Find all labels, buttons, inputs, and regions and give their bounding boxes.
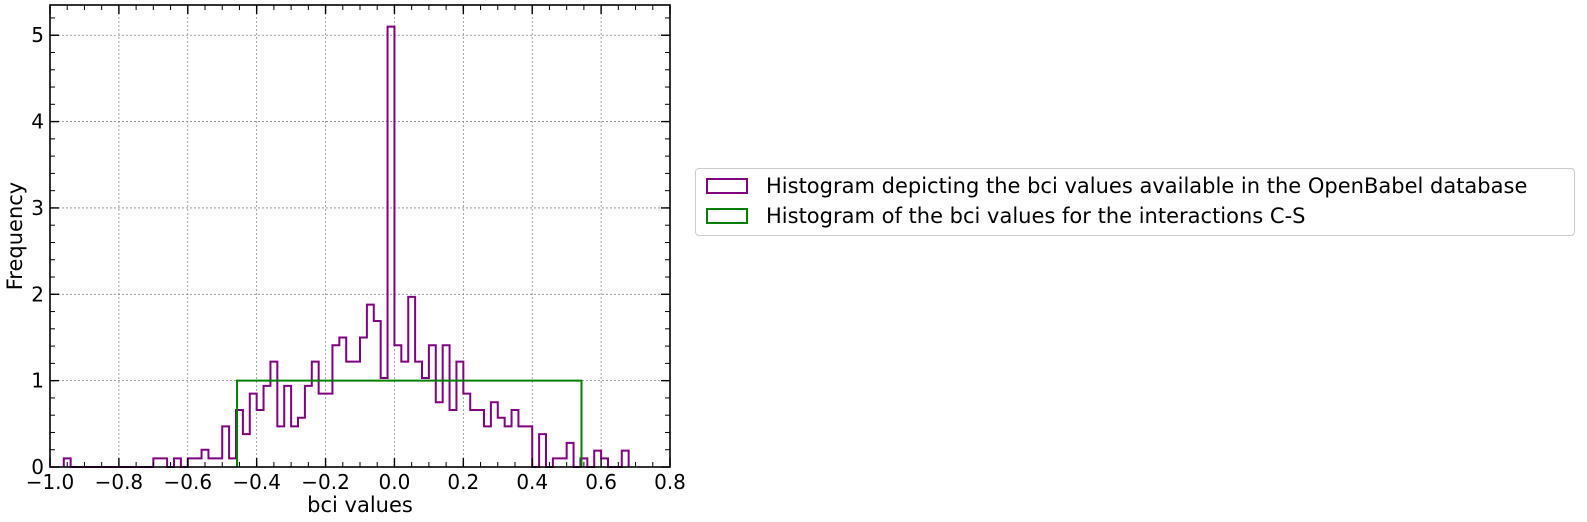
x-tick-label: −0.4 — [232, 470, 281, 494]
x-tick-label: 0.8 — [654, 470, 686, 494]
x-tick-label: 0.4 — [516, 470, 548, 494]
x-tick-labels: −1.0 −0.8 −0.6 −0.4 −0.2 0.0 0.2 0.4 0.6 0.8 — [26, 470, 686, 494]
legend-swatch-cs — [706, 208, 748, 224]
legend-label-openbabel: Histogram depicting the bci values avail… — [766, 174, 1528, 198]
grid-lines — [50, 5, 670, 467]
axis-ticks — [49, 5, 671, 468]
y-tick-label: 2 — [31, 282, 44, 306]
plot-frame — [49, 4, 671, 468]
histogram-bars — [62, 25, 630, 468]
x-tick-label: −0.2 — [301, 470, 350, 494]
y-tick-label: 3 — [31, 196, 44, 220]
y-tick-label: 5 — [31, 23, 44, 47]
x-tick-label: 0.2 — [447, 470, 479, 494]
histogram-cs-series — [236, 379, 583, 467]
x-tick-label: −0.8 — [95, 470, 144, 494]
y-axis-label: Frequency — [3, 182, 27, 291]
x-tick-label: 0.6 — [585, 470, 617, 494]
x-axis-label: bci values — [307, 493, 413, 517]
histogram-openbabel-series — [62, 25, 630, 468]
x-tick-label: −1.0 — [26, 470, 75, 494]
y-tick-label: 4 — [31, 110, 44, 134]
legend-label-cs: Histogram of the bci values for the inte… — [766, 204, 1306, 228]
legend-item-openbabel: Histogram depicting the bci values avail… — [706, 174, 1527, 198]
legend-item-cs: Histogram of the bci values for the inte… — [706, 204, 1305, 228]
x-tick-label: 0.0 — [379, 470, 411, 494]
x-tick-label: −0.6 — [163, 470, 212, 494]
y-tick-labels: 0 1 2 3 4 5 — [31, 23, 44, 479]
legend: Histogram depicting the bci values avail… — [695, 168, 1575, 236]
y-tick-label: 0 — [31, 455, 44, 479]
y-tick-label: 1 — [31, 369, 44, 393]
legend-swatch-openbabel — [706, 178, 748, 194]
